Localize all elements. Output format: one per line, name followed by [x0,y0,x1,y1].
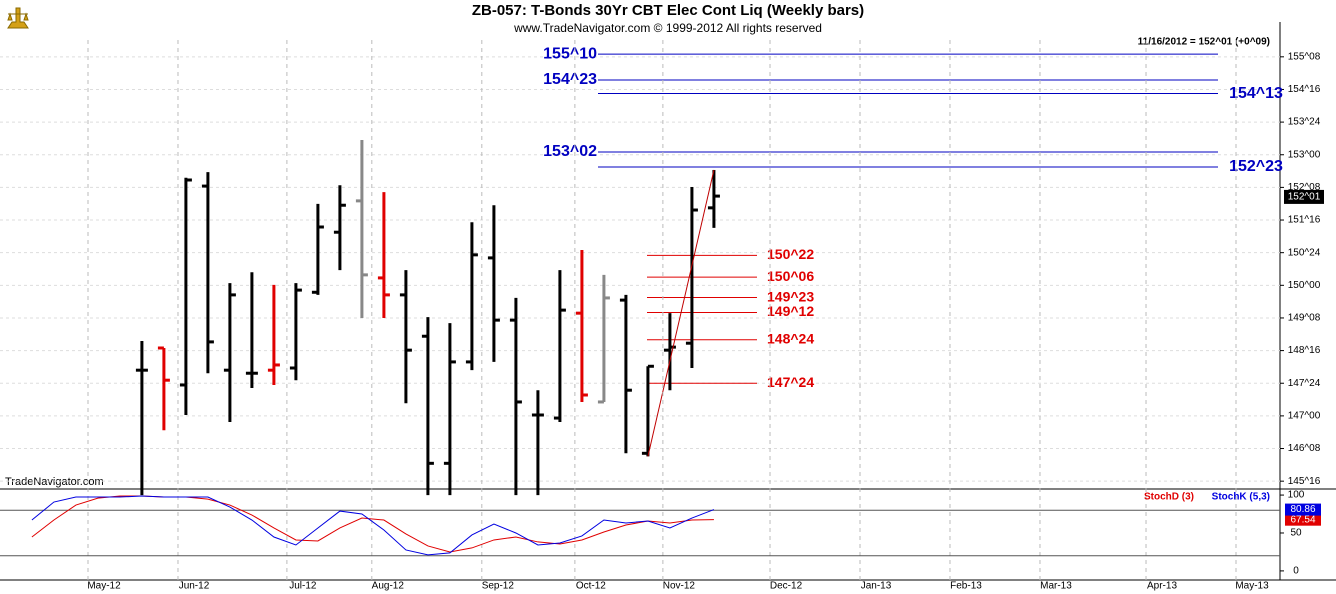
last-price-box [1284,189,1324,204]
x-tick-label: Jun-12 [179,581,210,592]
y-tick-label: 151^16 [1288,215,1321,226]
level-label: 155^10 [543,45,597,62]
level-label: 149^12 [767,303,814,319]
watermark: TradeNavigator.com [5,476,104,488]
y-tick-label: 147^24 [1288,378,1321,389]
level-label: 150^22 [767,246,814,262]
ohlc-bar [245,272,258,389]
level-label: 154^23 [543,71,597,88]
ohlc-bar [377,192,390,318]
ohlc-bar [443,323,456,496]
y-tick-label: 146^08 [1288,443,1321,454]
y-tick-label: 148^16 [1288,345,1321,356]
x-tick-label: Sep-12 [482,581,515,592]
level-label: 147^24 [767,374,814,390]
ohlc-bar [399,270,412,404]
x-tick-label: Jan-13 [861,581,892,592]
level-label: 154^13 [1229,85,1283,102]
ohlc-bar [487,205,500,362]
ohlc-bar [201,172,214,374]
y-tick-label: 152^08 [1288,182,1321,193]
x-tick-label: Aug-12 [372,581,405,592]
legend-entry: StochK (5,3) [1212,492,1270,503]
x-tick-label: Apr-13 [1147,581,1177,592]
ohlc-bar [509,297,522,496]
ohlc-bar [553,270,566,422]
chart-subtitle: www.TradeNavigator.com © 1999-2012 All r… [513,21,822,35]
x-tick-label: Nov-12 [663,581,696,592]
y-tick-label: 145^16 [1288,476,1321,487]
ohlc-bar [355,139,368,318]
level-label: 148^24 [767,330,814,346]
y-tick-label: 0 [1293,566,1299,577]
value-box [1285,513,1321,526]
level-label: 150^06 [767,268,814,284]
ohlc-bar [179,177,192,416]
y-tick-label: 149^08 [1288,313,1321,324]
x-tick-label: Jul-12 [289,581,317,592]
y-tick-label: 155^08 [1288,51,1321,62]
trendline [647,169,715,457]
ohlc-bar [619,294,632,454]
chart-title: ZB-057: T-Bonds 30Yr CBT Elec Cont Liq (… [472,2,864,19]
last-price-label: 152^01 [1288,192,1321,203]
y-tick-label: 100 [1288,490,1305,501]
x-tick-label: Mar-13 [1040,581,1072,592]
value-label: 80.86 [1290,504,1315,515]
ohlc-bar [575,250,588,402]
ohlc-bar [267,284,280,385]
last-info: 11/16/2012 = 152^01 (+0^09) [1138,37,1270,48]
logo [7,7,29,29]
ohlc-bar [223,283,236,422]
y-tick-label: 154^16 [1288,84,1321,95]
x-tick-label: Feb-13 [950,581,982,592]
ohlc-bar [157,346,170,431]
value-label: 67.54 [1290,514,1315,525]
legend-entry: StochD (3) [1144,492,1194,503]
y-tick-label: 153^24 [1288,117,1321,128]
y-tick-label: 153^00 [1288,149,1321,160]
x-tick-label: May-12 [87,581,121,592]
ohlc-bar [685,186,698,369]
x-tick-label: Dec-12 [770,581,803,592]
ohlc-bar [289,283,302,381]
x-tick-label: Oct-12 [576,581,606,592]
level-label: 149^23 [767,288,814,304]
ohlc-bar [311,203,324,295]
ohlc-bar [641,364,654,457]
y-tick-label: 147^00 [1288,411,1321,422]
value-box [1285,503,1321,516]
ohlc-bar [531,390,544,496]
ohlc-bar [465,222,478,371]
x-tick-label: May-13 [1235,581,1269,592]
y-tick-label: 150^00 [1288,280,1321,291]
ohlc-bar [135,341,148,496]
stoch-line [31,495,715,556]
ohlc-bar [421,317,434,496]
ohlc-bar [707,169,720,228]
level-label: 153^02 [543,143,597,160]
y-tick-label: 50 [1290,528,1302,539]
ohlc-bar [333,185,346,271]
level-label: 152^23 [1229,158,1283,175]
ohlc-bar [597,274,610,404]
y-tick-label: 150^24 [1288,247,1321,258]
